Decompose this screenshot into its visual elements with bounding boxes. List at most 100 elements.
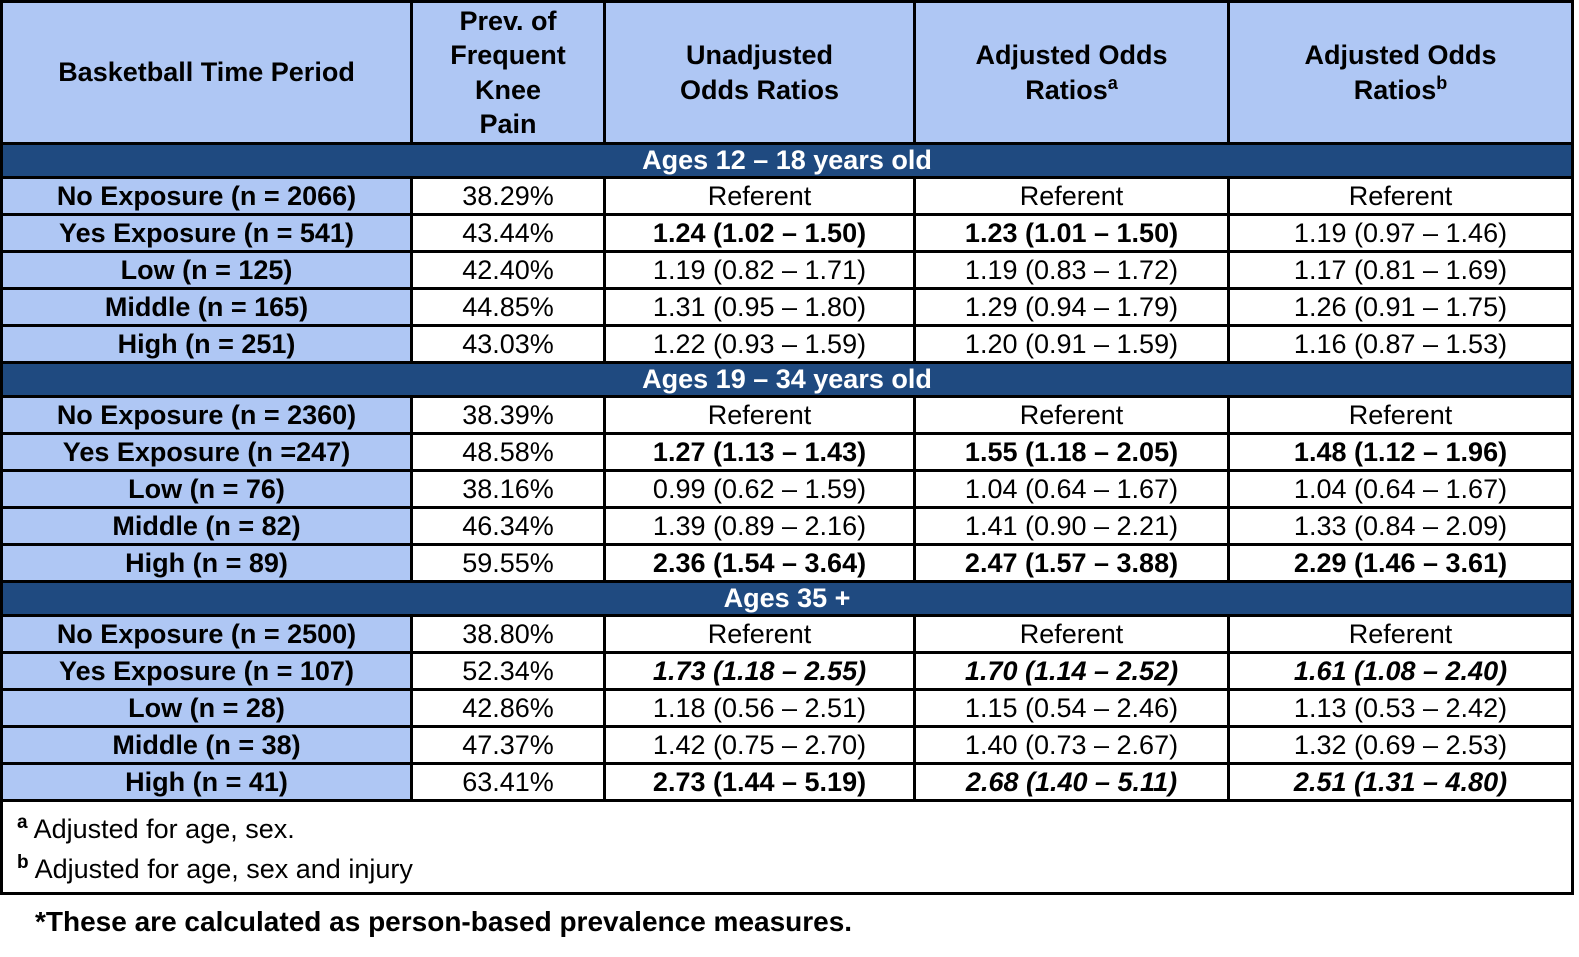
section-title: Ages 12 – 18 years old: [0, 142, 1574, 179]
unadjusted-or-cell: Referent: [603, 395, 916, 435]
unadjusted-or-cell: 1.19 (0.82 – 1.71): [603, 250, 916, 290]
table-row: Middle (n = 82) 46.34% 1.39 (0.89 – 2.16) 1…: [0, 506, 1574, 546]
prevalence-cell: 52.34%: [410, 651, 606, 691]
prevalence-cell: 44.85%: [410, 287, 606, 327]
column-header-time-period: Basketball Time Period: [0, 0, 413, 145]
adjusted-or-b-cell: 1.26 (0.91 – 1.75): [1227, 287, 1574, 327]
adjusted-or-b-cell: Referent: [1227, 176, 1574, 216]
section-header-row: Ages 35 +: [0, 580, 1574, 617]
adjusted-or-a-cell: Referent: [913, 395, 1230, 435]
adjusted-or-b-cell: Referent: [1227, 614, 1574, 654]
table-row: Middle (n = 38) 47.37% 1.42 (0.75 – 2.70) 1…: [0, 725, 1574, 765]
adjusted-or-a-cell: 1.40 (0.73 – 2.67): [913, 725, 1230, 765]
prevalence-cell: 59.55%: [410, 543, 606, 583]
table-row: Middle (n = 165) 44.85% 1.31 (0.95 – 1.80)…: [0, 287, 1574, 327]
table-row: High (n = 41) 63.41% 2.73 (1.44 – 5.19) 2.6…: [0, 762, 1574, 802]
unadjusted-or-cell: Referent: [603, 176, 916, 216]
table-row: No Exposure (n = 2500) 38.80% Referent Refe…: [0, 614, 1574, 654]
adjusted-or-a-cell: 2.47 (1.57 – 3.88): [913, 543, 1230, 583]
prevalence-cell: 43.03%: [410, 324, 606, 364]
footnote-a: a Adjusted for age, sex.: [17, 806, 1561, 846]
adjusted-or-a-cell: Referent: [913, 176, 1230, 216]
unadjusted-or-cell: 1.24 (1.02 – 1.50): [603, 213, 916, 253]
adjusted-or-b-cell: 1.19 (0.97 – 1.46): [1227, 213, 1574, 253]
row-label: High (n = 41): [0, 762, 413, 802]
table-row: Yes Exposure (n = 541) 43.44% 1.24 (1.02 –…: [0, 213, 1574, 253]
adjusted-or-a-cell: 1.20 (0.91 – 1.59): [913, 324, 1230, 364]
prevalence-cell: 38.80%: [410, 614, 606, 654]
prevalence-cell: 47.37%: [410, 725, 606, 765]
footnote-b-marker: b: [17, 852, 29, 873]
unadjusted-or-cell: 2.73 (1.44 – 5.19): [603, 762, 916, 802]
row-label: No Exposure (n = 2066): [0, 176, 413, 216]
adjusted-or-b-cell: 1.61 (1.08 – 2.40): [1227, 651, 1574, 691]
prevalence-cell: 42.86%: [410, 688, 606, 728]
column-header-unadjusted-or: Unadjusted Odds Ratios: [603, 0, 916, 145]
unadjusted-or-cell: Referent: [603, 614, 916, 654]
adjusted-or-b-cell: 1.13 (0.53 – 2.42): [1227, 688, 1574, 728]
table-row: Low (n = 28) 42.86% 1.18 (0.56 – 2.51) 1.15…: [0, 688, 1574, 728]
row-label: High (n = 251): [0, 324, 413, 364]
row-label: No Exposure (n = 2500): [0, 614, 413, 654]
table-row: No Exposure (n = 2360) 38.39% Referent Refe…: [0, 395, 1574, 435]
table-row: High (n = 89) 59.55% 2.36 (1.54 – 3.64) 2.4…: [0, 543, 1574, 583]
footnote-b: b Adjusted for age, sex and injury: [17, 846, 1561, 886]
table-row: Yes Exposure (n =247) 48.58% 1.27 (1.13 – …: [0, 432, 1574, 472]
adjusted-or-a-cell: 1.19 (0.83 – 1.72): [913, 250, 1230, 290]
unadjusted-or-cell: 1.18 (0.56 – 2.51): [603, 688, 916, 728]
unadjusted-or-cell: 1.27 (1.13 – 1.43): [603, 432, 916, 472]
prevalence-cell: 38.39%: [410, 395, 606, 435]
footnote-a-text: Adjusted for age, sex.: [33, 814, 295, 844]
prevalence-cell: 43.44%: [410, 213, 606, 253]
row-label: No Exposure (n = 2360): [0, 395, 413, 435]
row-label: Low (n = 76): [0, 469, 413, 509]
unadjusted-or-cell: 1.42 (0.75 – 2.70): [603, 725, 916, 765]
column-header-prevalence: Prev. of Frequent Knee Pain: [410, 0, 606, 145]
row-label: Low (n = 28): [0, 688, 413, 728]
adjusted-or-a-cell: 1.23 (1.01 – 1.50): [913, 213, 1230, 253]
adjusted-or-b-cell: 1.48 (1.12 – 1.96): [1227, 432, 1574, 472]
unadjusted-or-cell: 0.99 (0.62 – 1.59): [603, 469, 916, 509]
table-head: Basketball Time Period Prev. of Frequent Kn…: [0, 0, 1574, 145]
adjusted-or-a-cell: 1.29 (0.94 – 1.79): [913, 287, 1230, 327]
unadjusted-or-cell: 1.22 (0.93 – 1.59): [603, 324, 916, 364]
table-row: Yes Exposure (n = 107) 52.34% 1.73 (1.18 –…: [0, 651, 1574, 691]
asterisk-note: *These are calculated as person-based pr…: [35, 906, 853, 937]
adjusted-or-b-cell: 1.04 (0.64 – 1.67): [1227, 469, 1574, 509]
adjusted-or-a-cell: Referent: [913, 614, 1230, 654]
unadjusted-or-cell: 1.39 (0.89 – 2.16): [603, 506, 916, 546]
row-label: Middle (n = 38): [0, 725, 413, 765]
footnotes-cell: a Adjusted for age, sex. b Adjusted for …: [0, 799, 1574, 895]
section-title: Ages 35 +: [0, 580, 1574, 617]
adjusted-or-b-cell: 1.17 (0.81 – 1.69): [1227, 250, 1574, 290]
adjusted-or-a-cell: 2.68 (1.40 – 5.11): [913, 762, 1230, 802]
table-row: Low (n = 125) 42.40% 1.19 (0.82 – 1.71) 1.1…: [0, 250, 1574, 290]
footnote-b-text: Adjusted for age, sex and injury: [34, 854, 413, 884]
unadjusted-or-cell: 2.36 (1.54 – 3.64): [603, 543, 916, 583]
adjusted-or-b-cell: 1.33 (0.84 – 2.09): [1227, 506, 1574, 546]
row-label: Yes Exposure (n = 541): [0, 213, 413, 253]
table-row: Low (n = 76) 38.16% 0.99 (0.62 – 1.59) 1.04…: [0, 469, 1574, 509]
row-label: Low (n = 125): [0, 250, 413, 290]
row-label: High (n = 89): [0, 543, 413, 583]
header-row: Basketball Time Period Prev. of Frequent Kn…: [0, 0, 1574, 145]
section-header-row: Ages 19 – 34 years old: [0, 361, 1574, 398]
section-title: Ages 19 – 34 years old: [0, 361, 1574, 398]
header-superscript: b: [1436, 73, 1448, 93]
row-label: Yes Exposure (n =247): [0, 432, 413, 472]
adjusted-or-a-cell: 1.04 (0.64 – 1.67): [913, 469, 1230, 509]
adjusted-or-b-cell: Referent: [1227, 395, 1574, 435]
prevalence-cell: 42.40%: [410, 250, 606, 290]
unadjusted-or-cell: 1.73 (1.18 – 2.55): [603, 651, 916, 691]
row-label: Middle (n = 165): [0, 287, 413, 327]
footnote-a-marker: a: [17, 812, 28, 833]
row-label: Yes Exposure (n = 107): [0, 651, 413, 691]
table-row: High (n = 251) 43.03% 1.22 (0.93 – 1.59) 1.…: [0, 324, 1574, 364]
odds-ratio-table: Basketball Time Period Prev. of Frequent Kn…: [0, 0, 1574, 895]
table-body: Ages 12 – 18 years old No Exposure (n = 2…: [0, 142, 1574, 802]
adjusted-or-a-cell: 1.15 (0.54 – 2.46): [913, 688, 1230, 728]
column-header-adjusted-or-b: Adjusted Odds Ratiosb: [1227, 0, 1574, 145]
adjusted-or-a-cell: 1.70 (1.14 – 2.52): [913, 651, 1230, 691]
adjusted-or-b-cell: 2.51 (1.31 – 4.80): [1227, 762, 1574, 802]
